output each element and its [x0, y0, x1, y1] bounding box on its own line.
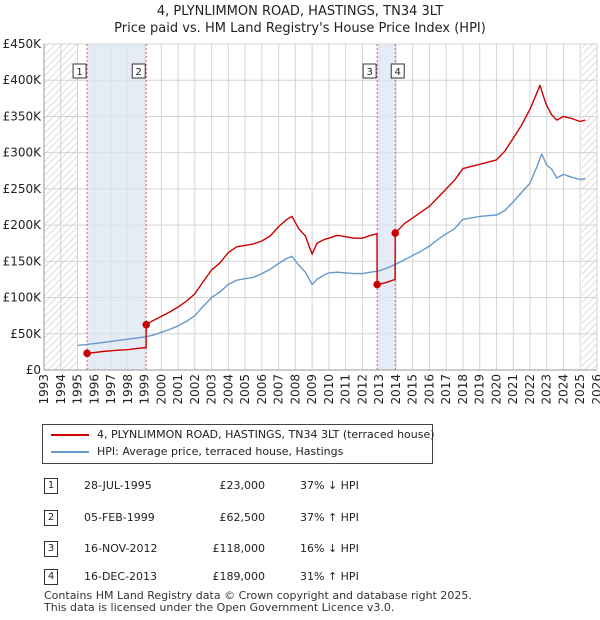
transaction-row: 1 28-JUL-1995 £23,000 37% ↓ HPI — [0, 476, 600, 496]
x-tick-label: 1996 — [87, 374, 101, 405]
shaded-ownership-band — [87, 44, 147, 370]
transaction-date: 28-JUL-1995 — [84, 479, 152, 492]
x-tick-label: 2010 — [322, 374, 336, 405]
x-tick-label: 2007 — [272, 374, 286, 405]
sale-point — [83, 349, 91, 358]
marker-label-box — [72, 63, 87, 79]
sale-point — [142, 320, 151, 329]
transaction-hpi-change: 37% ↑ HPI — [300, 511, 359, 524]
x-tick-label: 2020 — [489, 374, 503, 405]
transaction-price: £118,000 — [212, 542, 266, 555]
transaction-hpi-change: 37% ↓ HPI — [300, 479, 359, 492]
transaction-number: 4 — [44, 569, 58, 585]
shaded-ownership-band — [377, 44, 396, 370]
chart-legend: 4, PLYNLIMMON ROAD, HASTINGS, TN34 3LT (… — [42, 424, 435, 464]
transaction-date: 16-DEC-2013 — [84, 570, 158, 583]
footer-copyright: Contains HM Land Registry data © Crown c… — [44, 589, 472, 602]
transaction-hpi-change: 31% ↑ HPI — [300, 570, 359, 583]
x-tick-label: 2026 — [590, 374, 600, 405]
x-tick-label: 2005 — [238, 374, 252, 405]
x-tick-label: 2000 — [154, 374, 168, 405]
x-tick-label: 2019 — [473, 374, 487, 405]
x-tick-label: 2012 — [355, 374, 369, 405]
transaction-row: 3 16-NOV-2012 £118,000 16% ↓ HPI — [0, 539, 600, 559]
transaction-row: 4 16-DEC-2013 £189,000 31% ↑ HPI — [0, 567, 600, 587]
y-tick-label: £200K — [3, 218, 43, 232]
transaction-hpi-change: 16% ↓ HPI — [300, 542, 359, 555]
transaction-number: 2 — [44, 510, 58, 526]
footer-license: This data is licensed under the Open Gov… — [44, 601, 395, 614]
transaction-number: 3 — [44, 541, 58, 557]
marker-label-box — [131, 63, 146, 79]
x-tick-label: 2015 — [406, 374, 420, 405]
x-tick-label: 2014 — [389, 374, 403, 405]
chart-subtitle: Price paid vs. HM Land Registry's House … — [114, 21, 486, 36]
sale-point — [391, 229, 400, 237]
x-tick-label: 2018 — [456, 374, 470, 405]
y-tick-label: £450K — [3, 37, 43, 51]
x-tick-label: 2002 — [188, 374, 202, 405]
x-tick-label: 2013 — [372, 374, 386, 405]
x-tick-label: 2001 — [171, 374, 185, 405]
legend-swatch-hpi — [51, 451, 89, 453]
y-tick-label: £250K — [3, 182, 43, 196]
marker-label: 4 — [395, 67, 401, 78]
y-tick-label: £300K — [3, 146, 43, 160]
x-tick-label: 2024 — [556, 374, 570, 405]
transaction-date: 05-FEB-1999 — [84, 511, 155, 524]
transaction-date: 16-NOV-2012 — [84, 542, 158, 555]
hatched-region — [44, 44, 78, 370]
marker-label: 3 — [366, 67, 372, 78]
sale-point — [373, 280, 381, 289]
x-tick-label: 2017 — [439, 374, 453, 405]
x-tick-label: 2006 — [255, 374, 269, 405]
x-tick-label: 1993 — [37, 374, 51, 405]
x-tick-label: 2003 — [205, 374, 219, 405]
marker-label-box — [362, 63, 377, 79]
legend-swatch-property — [51, 434, 89, 436]
transaction-price: £189,000 — [212, 570, 266, 583]
transaction-price: £23,000 — [219, 479, 266, 492]
x-tick-label: 2004 — [221, 374, 235, 405]
marker-label-box — [390, 63, 405, 79]
x-tick-label: 2025 — [573, 374, 587, 405]
transaction-price: £62,500 — [219, 511, 266, 524]
x-tick-label: 2008 — [288, 374, 302, 405]
x-tick-label: 1998 — [121, 374, 135, 405]
x-tick-label: 1997 — [104, 374, 118, 405]
y-tick-label: £50K — [10, 327, 42, 341]
y-tick-label: £400K — [3, 73, 43, 87]
y-tick-label: £0 — [26, 363, 41, 377]
y-tick-label: £100K — [3, 291, 43, 305]
property-price-line — [87, 84, 586, 354]
legend-label-property: 4, PLYNLIMMON ROAD, HASTINGS, TN34 3LT (… — [97, 428, 435, 441]
hatched-region — [581, 44, 597, 370]
chart-title: 4, PLYNLIMMON ROAD, HASTINGS, TN34 3LT — [156, 4, 444, 19]
y-tick-label: £350K — [3, 109, 43, 123]
y-tick-label: £150K — [3, 254, 43, 268]
x-tick-label: 2022 — [523, 374, 537, 405]
x-tick-label: 1995 — [71, 374, 85, 405]
x-tick-label: 2011 — [339, 374, 353, 405]
marker-label: 1 — [76, 67, 82, 78]
x-tick-label: 2016 — [422, 374, 436, 405]
x-tick-label: 1994 — [54, 374, 68, 405]
x-tick-label: 2021 — [506, 374, 520, 405]
transaction-number: 1 — [44, 478, 58, 494]
x-tick-label: 2009 — [305, 374, 319, 405]
transaction-row: 2 05-FEB-1999 £62,500 37% ↑ HPI — [0, 508, 600, 528]
hpi-line — [77, 153, 586, 347]
price-chart: 1 2 3 4 £0 £50K £100K £150K £200K £250K £300K £350… — [3, 37, 600, 405]
x-tick-label: 1999 — [138, 374, 152, 405]
x-tick-label: 2023 — [540, 374, 554, 405]
legend-label-hpi: HPI: Average price, terraced house, Hast… — [97, 445, 344, 458]
marker-label: 2 — [136, 67, 142, 78]
